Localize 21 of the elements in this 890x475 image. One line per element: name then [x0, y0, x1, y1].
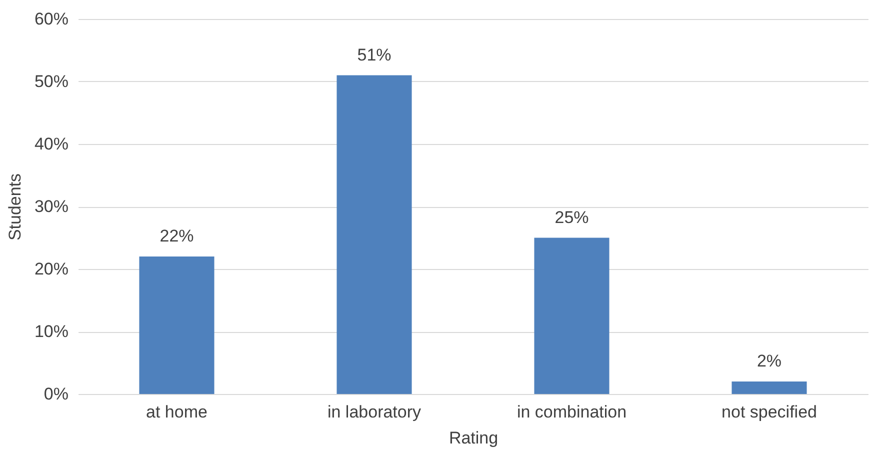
y-tick-label: 20% — [34, 260, 68, 278]
x-tick-label: at home — [146, 402, 208, 422]
data-label: 25% — [554, 208, 589, 227]
data-label: 2% — [756, 352, 782, 370]
bar — [732, 382, 807, 394]
y-tick-label: 60% — [34, 10, 68, 28]
data-label: 22% — [160, 226, 194, 246]
bar — [534, 238, 610, 394]
data-label: 51% — [357, 45, 392, 64]
x-tick-label: in laboratory — [327, 402, 422, 422]
y-tick-label: 0% — [44, 384, 68, 404]
x-tick-label: in combination — [516, 402, 627, 422]
bar — [336, 75, 412, 394]
bar — [139, 256, 214, 394]
y-tick-label: 30% — [34, 197, 68, 216]
x-axis-title: Rating — [448, 428, 498, 448]
y-tick-label: 10% — [34, 322, 68, 341]
y-tick-label: 40% — [34, 134, 68, 154]
x-tick-label: not specified — [722, 402, 817, 422]
y-tick-label: 50% — [34, 72, 68, 91]
y-axis-title: Students — [5, 173, 24, 241]
